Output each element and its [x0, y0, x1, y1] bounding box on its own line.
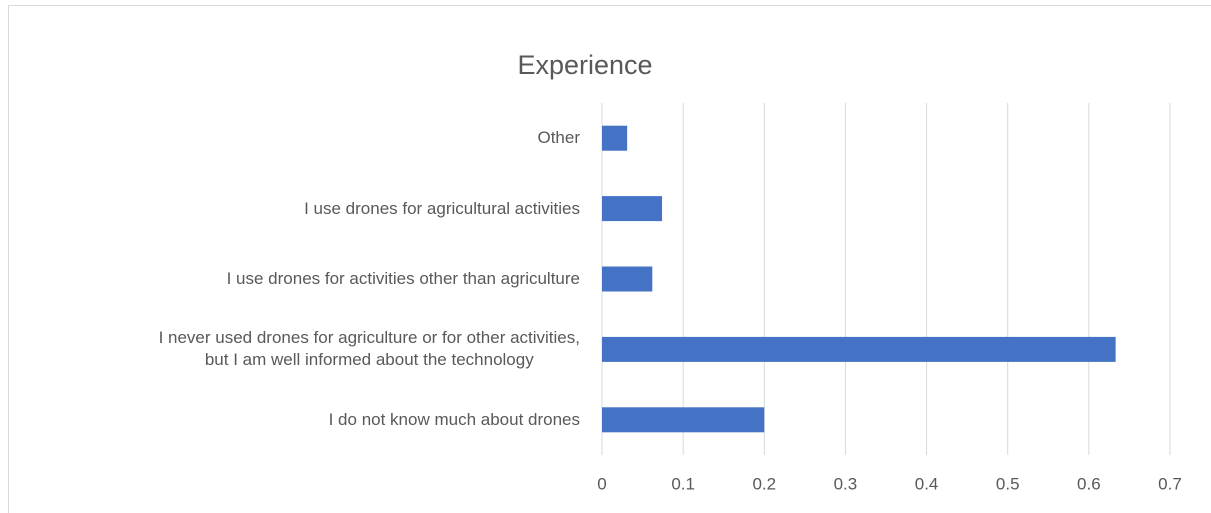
- x-tick-label: 0.6: [1077, 474, 1101, 493]
- bar: [602, 266, 653, 292]
- chart-title: Experience: [517, 50, 652, 80]
- y-tick-label: I do not know much about drones: [328, 409, 580, 429]
- x-tick-label: 0.5: [996, 474, 1020, 493]
- bar: [602, 125, 628, 151]
- y-tick-label: I use drones for activities other than a…: [226, 269, 580, 288]
- x-tick-label: 0.4: [915, 474, 939, 493]
- y-tick-label: Other: [537, 128, 580, 148]
- x-tick-label: 0.3: [834, 474, 858, 493]
- x-tick-label: 0.1: [671, 474, 695, 493]
- x-tick-label: 0: [597, 474, 606, 493]
- x-tick-label: 0.7: [1158, 474, 1182, 493]
- x-tick-label: 0.2: [752, 474, 776, 493]
- chart-frame: [8, 5, 1211, 513]
- bar: [602, 336, 1116, 362]
- bar: [602, 196, 663, 222]
- y-tick-label: I never used drones for agriculture or f…: [158, 328, 580, 370]
- bar: [602, 407, 765, 433]
- y-tick-label: I use drones for agricultural activities: [304, 198, 580, 218]
